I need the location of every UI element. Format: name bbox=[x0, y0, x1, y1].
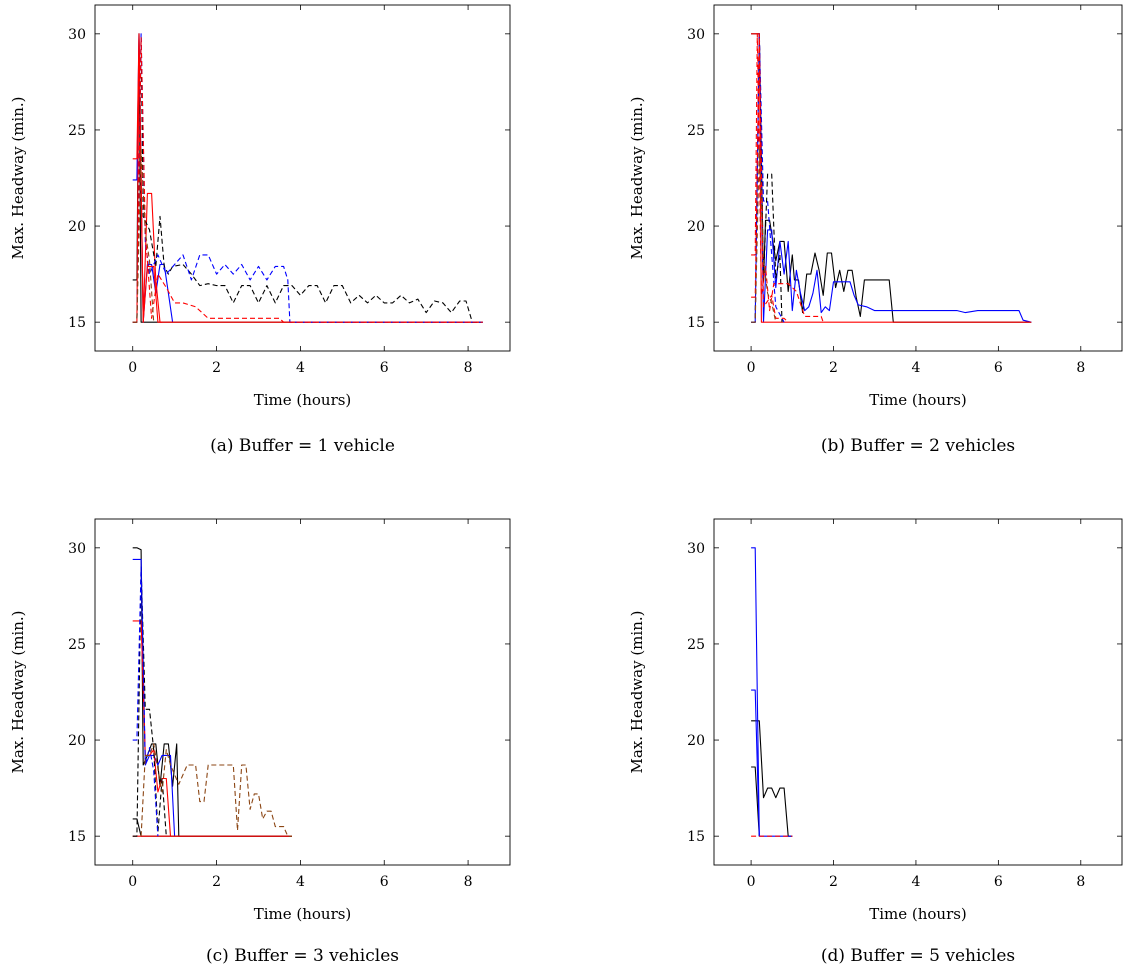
y-tick-label: 25 bbox=[68, 637, 86, 653]
plot-frame bbox=[713, 518, 1123, 866]
x-tick-label: 2 bbox=[829, 360, 838, 376]
series-line-8 bbox=[132, 148, 155, 323]
series-line-7 bbox=[751, 33, 789, 323]
x-tick-label: 8 bbox=[1076, 360, 1085, 376]
x-tick-label: 0 bbox=[747, 360, 756, 376]
x-tick-label: 4 bbox=[911, 874, 920, 890]
x-tick-label: 8 bbox=[464, 874, 473, 890]
y-tick-label: 30 bbox=[68, 541, 86, 557]
x-tick-label: 2 bbox=[212, 874, 221, 890]
x-axis-label: Time (hours) bbox=[869, 905, 967, 923]
y-tick-label: 15 bbox=[68, 829, 86, 845]
series-line-3 bbox=[132, 558, 176, 837]
y-tick-label: 25 bbox=[68, 123, 86, 139]
plot-frame bbox=[713, 4, 1123, 352]
x-axis-label: Time (hours) bbox=[254, 905, 352, 923]
subfigure-caption: (b) Buffer = 2 vehicles bbox=[821, 436, 1015, 456]
series-line-8 bbox=[140, 743, 292, 837]
series-line-6 bbox=[132, 566, 167, 837]
x-tick-label: 6 bbox=[994, 874, 1003, 890]
x-axis-label: Time (hours) bbox=[869, 391, 967, 409]
y-tick-label: 30 bbox=[687, 541, 705, 557]
series-line-6 bbox=[132, 33, 483, 323]
series-line-1 bbox=[751, 33, 1032, 323]
y-tick-label: 20 bbox=[68, 733, 86, 749]
y-tick-label: 20 bbox=[687, 733, 705, 749]
series-line-5 bbox=[132, 37, 483, 323]
y-tick-label: 20 bbox=[687, 219, 705, 235]
subfigure-caption: (a) Buffer = 1 vehicle bbox=[210, 436, 395, 456]
y-tick-label: 30 bbox=[687, 27, 705, 43]
y-axis-label: Max. Headway (min.) bbox=[9, 97, 27, 260]
plot-frame bbox=[94, 518, 511, 866]
series-line-1 bbox=[132, 33, 481, 323]
y-tick-label: 15 bbox=[687, 315, 705, 331]
series-group bbox=[751, 547, 793, 837]
subfigure-caption: (c) Buffer = 3 vehicles bbox=[206, 946, 399, 966]
y-tick-label: 25 bbox=[687, 123, 705, 139]
series-group bbox=[132, 547, 292, 837]
series-line-2 bbox=[751, 766, 760, 837]
x-tick-label: 6 bbox=[380, 874, 389, 890]
x-axis-label: Time (hours) bbox=[254, 391, 352, 409]
panel-d: 0 2 4 6 8 15 20 25 30 Time (hours) Max. Headway (m… bbox=[628, 518, 1123, 966]
x-tick-label: 8 bbox=[464, 360, 473, 376]
panel-c: 0 2 4 6 8 15 20 25 30 Time (hours) Max. Headway (m… bbox=[9, 518, 511, 966]
y-tick-label: 30 bbox=[68, 27, 86, 43]
x-tick-label: 4 bbox=[296, 360, 305, 376]
x-tick-label: 4 bbox=[296, 874, 305, 890]
series-group bbox=[132, 33, 483, 323]
y-axis-label: Max. Headway (min.) bbox=[628, 97, 646, 260]
x-tick-label: 0 bbox=[128, 874, 137, 890]
series-line-7 bbox=[132, 37, 483, 323]
series-line-4 bbox=[751, 689, 760, 837]
x-tick-label: 6 bbox=[380, 360, 389, 376]
x-tick-label: 0 bbox=[128, 360, 137, 376]
y-axis-label: Max. Headway (min.) bbox=[9, 611, 27, 774]
panel-b: 0 2 4 6 8 15 20 25 30 Time (hours) Max. Headway (m… bbox=[628, 4, 1123, 456]
y-tick-label: 20 bbox=[68, 219, 86, 235]
series-line-6 bbox=[751, 33, 824, 323]
x-tick-label: 4 bbox=[911, 360, 920, 376]
series-line-4 bbox=[132, 620, 172, 837]
x-tick-label: 6 bbox=[994, 360, 1003, 376]
series-line-3 bbox=[751, 33, 1032, 323]
subfigure-caption: (d) Buffer = 5 vehicles bbox=[821, 946, 1015, 966]
x-tick-label: 0 bbox=[747, 874, 756, 890]
plot-frame bbox=[94, 4, 511, 352]
series-line-3 bbox=[132, 33, 481, 323]
series-line-8 bbox=[751, 148, 777, 323]
x-tick-label: 8 bbox=[1076, 874, 1085, 890]
panel-a: 0 2 4 6 8 15 20 25 30 Time (hours) Max. Headway (m… bbox=[9, 4, 511, 456]
series-line-7 bbox=[132, 566, 159, 837]
x-tick-label: 2 bbox=[212, 360, 221, 376]
y-tick-label: 25 bbox=[687, 637, 705, 653]
series-group bbox=[751, 33, 1032, 323]
y-tick-label: 15 bbox=[68, 315, 86, 331]
series-line-2 bbox=[751, 33, 1032, 323]
x-tick-label: 2 bbox=[829, 874, 838, 890]
y-axis-label: Max. Headway (min.) bbox=[628, 611, 646, 774]
y-tick-label: 15 bbox=[687, 829, 705, 845]
series-line-1 bbox=[132, 547, 292, 837]
